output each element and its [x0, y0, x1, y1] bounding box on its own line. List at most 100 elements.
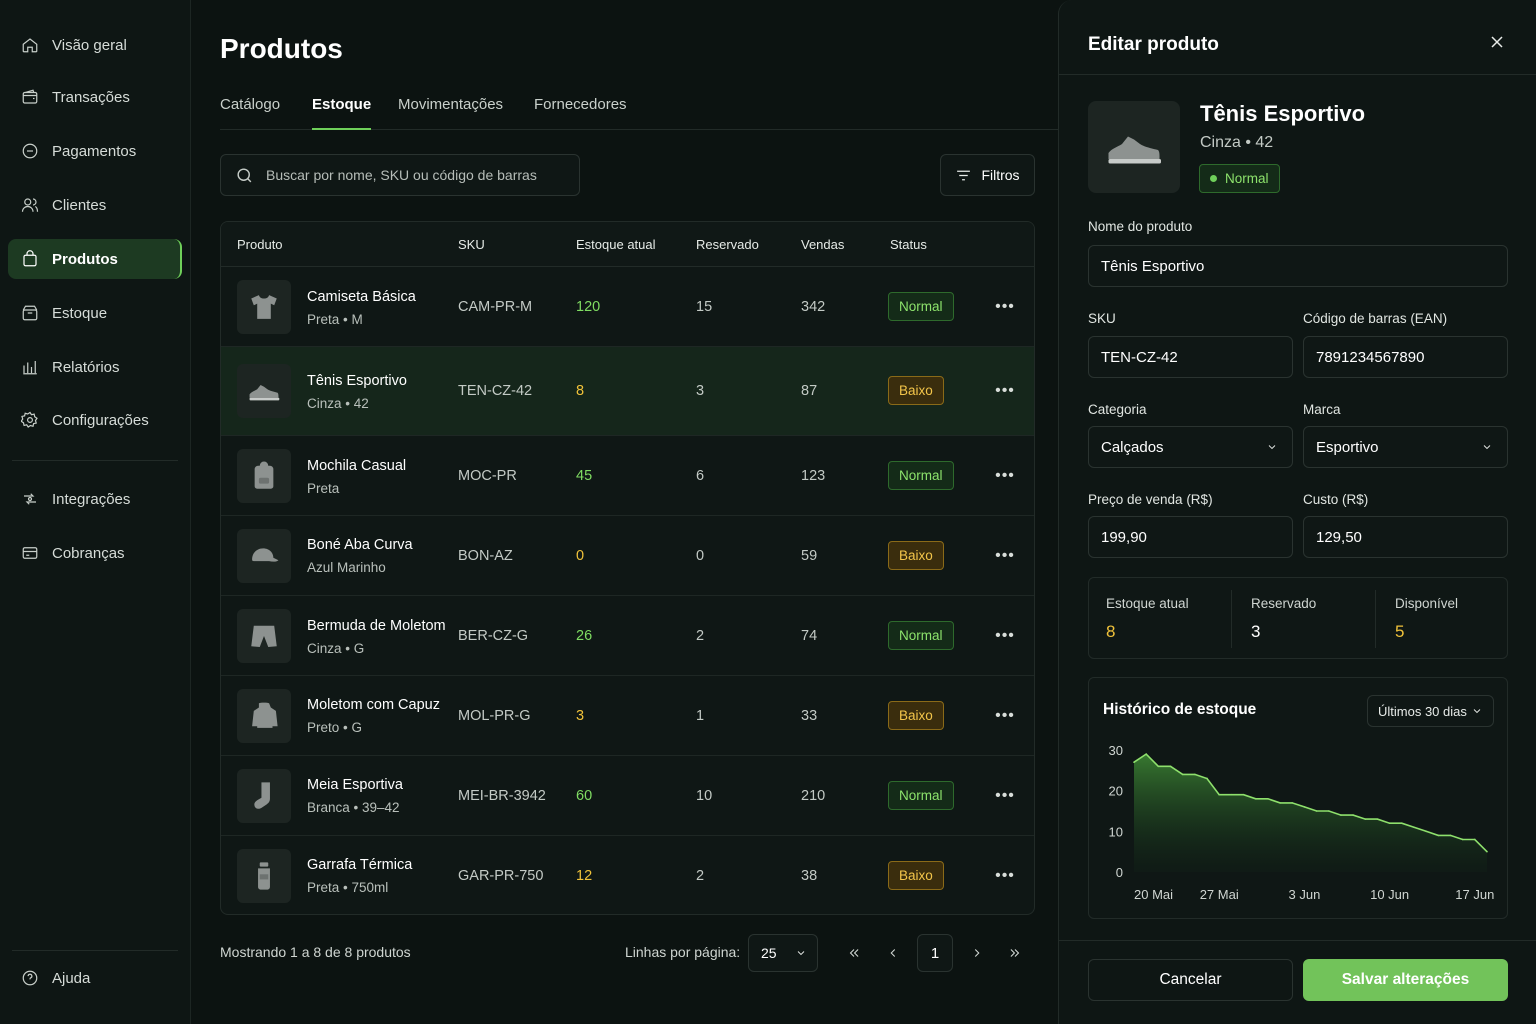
close-button[interactable]	[1487, 32, 1507, 52]
sidebar-item-integrations[interactable]: Integrações	[8, 479, 182, 519]
sku-cell: MOL-PR-G	[458, 708, 531, 724]
product-name: Camiseta Básica	[307, 289, 416, 305]
table-row[interactable]: Mochila Casual Preta MOC-PR 45 6 123 Nor…	[221, 436, 1034, 516]
more-actions-icon[interactable]: •••	[995, 867, 1015, 884]
prev-page-button[interactable]	[875, 934, 911, 972]
name-field[interactable]	[1088, 245, 1508, 287]
product-title: Tênis Esportivo	[1200, 101, 1366, 126]
x-tick-label: 17 Jun	[1455, 887, 1494, 902]
cancel-button[interactable]: Cancelar	[1088, 959, 1293, 1001]
save-button[interactable]: Salvar alterações	[1303, 959, 1508, 1001]
sidebar-item-reports[interactable]: Relatórios	[8, 347, 182, 387]
category-select[interactable]: Calçados	[1088, 426, 1293, 468]
product-thumbnail	[237, 609, 291, 663]
brand-select[interactable]: Esportivo	[1303, 426, 1508, 468]
table-row[interactable]: Boné Aba Curva Azul Marinho BON-AZ 0 0 5…	[221, 516, 1034, 596]
data-point	[1133, 761, 1135, 763]
sock-icon	[247, 779, 281, 813]
brand-label: Marca	[1303, 402, 1341, 417]
filters-button[interactable]: Filtros	[940, 154, 1035, 196]
sidebar-item-settings[interactable]: Configurações	[8, 400, 182, 440]
column-header[interactable]: SKU	[458, 237, 485, 252]
more-actions-icon[interactable]: •••	[995, 298, 1015, 315]
data-point	[1157, 765, 1160, 768]
data-point	[1425, 830, 1427, 833]
sidebar-item-billing[interactable]: Cobranças	[8, 533, 182, 573]
tab-movements[interactable]: Movimentações	[398, 96, 504, 113]
column-header[interactable]: Status	[890, 237, 927, 252]
table-row[interactable]: Camiseta Básica Preta • M CAM-PR-M 120 1…	[221, 267, 1034, 347]
sku-field[interactable]	[1088, 336, 1293, 378]
sku-cell: CAM-PR-M	[458, 299, 533, 315]
cost-field[interactable]	[1303, 516, 1508, 558]
sidebar-item-customers[interactable]: Clientes	[8, 185, 182, 225]
drawer-divider	[1059, 74, 1536, 75]
data-point	[1254, 798, 1257, 800]
rows-per-page-select[interactable]: 25	[748, 934, 818, 972]
filters-label: Filtros	[981, 167, 1020, 183]
sidebar-item-products[interactable]: Produtos	[8, 239, 182, 279]
ean-field[interactable]	[1303, 336, 1508, 378]
column-header[interactable]: Vendas	[801, 237, 845, 252]
sku-cell: TEN-CZ-42	[458, 383, 533, 399]
status-badge: Baixo	[888, 861, 944, 890]
products-table: Produto SKU Estoque atual Reservado Vend…	[220, 221, 1035, 915]
more-actions-icon[interactable]: •••	[995, 627, 1015, 644]
price-field[interactable]	[1088, 516, 1293, 558]
product-variant: Preta	[307, 481, 340, 496]
data-point	[1474, 838, 1476, 841]
first-page-button[interactable]	[836, 934, 872, 972]
sidebar-item-payments[interactable]: Pagamentos	[8, 131, 182, 171]
sales-cell: 59	[801, 548, 818, 564]
product-thumbnail	[237, 529, 291, 583]
status-badge: Normal	[888, 781, 954, 810]
column-header[interactable]: Reservado	[696, 237, 759, 252]
sidebar-item-transactions[interactable]: Transações	[8, 77, 182, 117]
brand-value: Esportivo	[1316, 438, 1379, 456]
shorts-icon	[247, 619, 281, 653]
more-actions-icon[interactable]: •••	[995, 787, 1015, 804]
status-badge: Baixo	[888, 701, 944, 730]
data-point	[1194, 773, 1196, 776]
sales-cell: 123	[801, 468, 826, 484]
stat-value-stock: 8	[1106, 622, 1116, 641]
backpack-icon	[247, 459, 281, 493]
more-actions-icon[interactable]: •••	[995, 547, 1015, 564]
last-page-button[interactable]	[997, 934, 1033, 972]
double-chevron-right-icon	[1008, 946, 1022, 960]
search-input[interactable]	[266, 167, 566, 183]
rows-per-page-label: Linhas por página:	[625, 944, 741, 960]
tab-inventory[interactable]: Estoque	[312, 96, 372, 130]
sidebar-item-inventory[interactable]: Estoque	[8, 293, 182, 333]
sneaker-icon	[247, 374, 281, 408]
tab-bar: Catálogo Estoque Movimentações Fornecedo…	[220, 96, 1058, 130]
table-row[interactable]: Tênis Esportivo Cinza • 42 TEN-CZ-42 8 3…	[221, 347, 1034, 436]
table-row[interactable]: Meia Esportiva Branca • 39–42 MEI-BR-394…	[221, 756, 1034, 836]
table-row[interactable]: Bermuda de Moletom Cinza • G BER-CZ-G 26…	[221, 596, 1034, 676]
more-actions-icon[interactable]: •••	[995, 467, 1015, 484]
next-page-button[interactable]	[959, 934, 995, 972]
more-actions-icon[interactable]: •••	[995, 382, 1015, 399]
more-actions-icon[interactable]: •••	[995, 707, 1015, 724]
sidebar-item-help[interactable]: Ajuda	[8, 958, 182, 998]
tab-catalog[interactable]: Catálogo	[220, 96, 281, 113]
data-point	[1303, 806, 1306, 808]
page-button-current[interactable]: 1	[917, 934, 953, 972]
data-point	[1437, 834, 1440, 837]
stock-area	[1134, 754, 1487, 872]
product-thumbnail	[237, 769, 291, 823]
invoice-icon	[21, 544, 39, 562]
column-header[interactable]: Estoque atual	[576, 237, 656, 252]
product-variant: Preto • G	[307, 720, 362, 735]
table-row[interactable]: Garrafa Térmica Preta • 750ml GAR-PR-750…	[221, 836, 1034, 914]
tab-suppliers[interactable]: Fornecedores	[534, 96, 627, 113]
stock-cell: 12	[576, 868, 593, 884]
data-point	[1388, 822, 1391, 824]
date-range-select[interactable]: Últimos 30 dias	[1367, 695, 1494, 727]
search-box	[220, 154, 580, 196]
sidebar-item-label: Configurações	[52, 411, 149, 429]
ean-label: Código de barras (EAN)	[1303, 311, 1448, 326]
table-row[interactable]: Moletom com Capuz Preto • G MOL-PR-G 3 1…	[221, 676, 1034, 756]
sidebar-item-overview[interactable]: Visão geral	[8, 25, 182, 65]
column-header[interactable]: Produto	[237, 237, 283, 252]
